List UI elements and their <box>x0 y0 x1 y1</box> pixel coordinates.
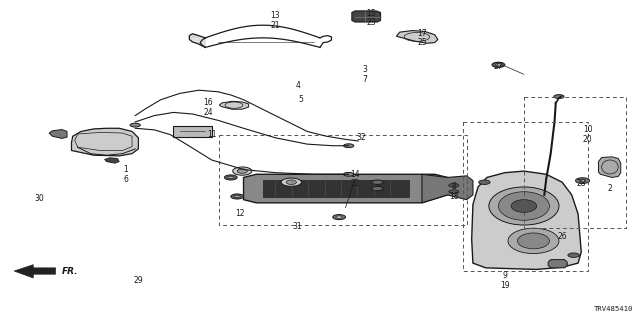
Text: 31: 31 <box>293 222 303 231</box>
Ellipse shape <box>344 172 354 176</box>
Ellipse shape <box>554 95 564 99</box>
Text: FR.: FR. <box>62 267 79 276</box>
Ellipse shape <box>499 192 549 220</box>
Polygon shape <box>244 174 447 203</box>
Ellipse shape <box>568 253 579 257</box>
Polygon shape <box>189 34 205 47</box>
Text: 8
18: 8 18 <box>449 182 459 201</box>
Ellipse shape <box>540 193 549 197</box>
Polygon shape <box>49 130 67 139</box>
Polygon shape <box>472 171 581 269</box>
Ellipse shape <box>233 167 252 175</box>
Text: 5: 5 <box>298 95 303 104</box>
Text: 12: 12 <box>236 209 245 219</box>
Text: 10
20: 10 20 <box>583 125 593 144</box>
Text: 3
7: 3 7 <box>362 65 367 84</box>
Ellipse shape <box>336 216 342 218</box>
Text: TRV485410: TRV485410 <box>594 306 634 312</box>
Text: 17
25: 17 25 <box>417 28 427 47</box>
Polygon shape <box>220 101 248 109</box>
Text: 30: 30 <box>35 194 45 203</box>
Text: 14
22: 14 22 <box>350 170 360 188</box>
Ellipse shape <box>225 175 237 180</box>
Text: 9
19: 9 19 <box>500 271 509 290</box>
Ellipse shape <box>372 180 383 184</box>
Ellipse shape <box>479 180 490 184</box>
Ellipse shape <box>228 176 234 179</box>
Ellipse shape <box>234 195 241 198</box>
Polygon shape <box>422 174 473 203</box>
Polygon shape <box>262 180 409 197</box>
Polygon shape <box>548 260 567 268</box>
Ellipse shape <box>508 228 559 253</box>
Ellipse shape <box>237 169 247 173</box>
Ellipse shape <box>191 35 200 42</box>
Polygon shape <box>104 158 119 163</box>
Text: 29: 29 <box>134 276 143 285</box>
Text: 28: 28 <box>577 179 586 188</box>
Text: 32: 32 <box>356 133 366 142</box>
Text: 4: 4 <box>295 81 300 90</box>
Polygon shape <box>72 128 138 156</box>
Polygon shape <box>396 31 438 43</box>
Text: 27: 27 <box>493 62 503 71</box>
Ellipse shape <box>231 194 244 199</box>
Text: 11: 11 <box>207 130 216 139</box>
Ellipse shape <box>511 200 537 212</box>
Ellipse shape <box>286 180 296 184</box>
Ellipse shape <box>495 64 502 66</box>
Polygon shape <box>14 265 56 278</box>
Text: 16
24: 16 24 <box>204 98 213 117</box>
Ellipse shape <box>575 178 589 183</box>
Text: 26: 26 <box>557 232 567 241</box>
Ellipse shape <box>492 62 505 68</box>
Polygon shape <box>352 11 381 22</box>
Text: 1
6: 1 6 <box>124 165 128 184</box>
Ellipse shape <box>130 123 140 127</box>
Ellipse shape <box>344 144 354 148</box>
Ellipse shape <box>372 186 383 191</box>
Text: 2: 2 <box>607 184 612 193</box>
Text: 13
21: 13 21 <box>271 11 280 30</box>
FancyBboxPatch shape <box>173 126 212 137</box>
Ellipse shape <box>489 187 559 225</box>
Ellipse shape <box>579 179 586 182</box>
Text: 15
23: 15 23 <box>366 9 376 27</box>
Ellipse shape <box>449 190 459 194</box>
Ellipse shape <box>281 178 301 186</box>
Ellipse shape <box>333 215 346 220</box>
Ellipse shape <box>518 233 549 249</box>
Polygon shape <box>598 157 621 178</box>
Ellipse shape <box>449 183 459 187</box>
